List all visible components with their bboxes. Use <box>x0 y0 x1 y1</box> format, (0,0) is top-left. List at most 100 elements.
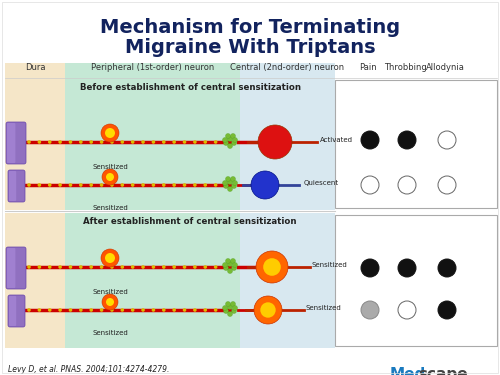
Circle shape <box>224 140 228 144</box>
Circle shape <box>68 265 72 269</box>
Circle shape <box>172 140 176 144</box>
Circle shape <box>438 176 456 194</box>
Circle shape <box>230 134 235 138</box>
Text: Throbbing: Throbbing <box>384 63 426 72</box>
Circle shape <box>110 140 114 144</box>
Circle shape <box>222 180 228 186</box>
Bar <box>240 213 335 348</box>
Circle shape <box>90 183 93 187</box>
Circle shape <box>38 140 41 144</box>
Circle shape <box>79 183 82 187</box>
Bar <box>65 213 240 348</box>
Circle shape <box>58 308 62 312</box>
Circle shape <box>27 140 31 144</box>
Circle shape <box>48 265 51 269</box>
Circle shape <box>214 183 218 187</box>
Text: Mechanism for Terminating: Mechanism for Terminating <box>100 18 400 37</box>
Circle shape <box>162 308 166 312</box>
Circle shape <box>131 183 134 187</box>
Circle shape <box>152 183 155 187</box>
Circle shape <box>142 265 145 269</box>
Circle shape <box>172 308 176 312</box>
Circle shape <box>101 249 119 267</box>
Circle shape <box>106 173 114 181</box>
Circle shape <box>204 308 207 312</box>
Circle shape <box>224 141 228 146</box>
Circle shape <box>228 268 232 273</box>
Circle shape <box>90 308 93 312</box>
Circle shape <box>172 183 176 187</box>
Circle shape <box>214 265 218 269</box>
Circle shape <box>398 131 416 149</box>
Circle shape <box>110 265 114 269</box>
Text: Sensitized: Sensitized <box>306 305 342 311</box>
Bar <box>240 63 335 78</box>
Circle shape <box>204 265 207 269</box>
Circle shape <box>256 251 288 283</box>
Circle shape <box>193 265 196 269</box>
Text: scape: scape <box>418 367 468 375</box>
Circle shape <box>226 177 230 182</box>
Circle shape <box>214 308 218 312</box>
Circle shape <box>68 308 72 312</box>
Circle shape <box>224 308 228 312</box>
Circle shape <box>106 298 114 306</box>
Circle shape <box>100 140 103 144</box>
Circle shape <box>226 258 230 264</box>
Circle shape <box>230 258 235 264</box>
Circle shape <box>398 259 416 277</box>
Text: Allodynia: Allodynia <box>426 63 465 72</box>
Circle shape <box>120 183 124 187</box>
Circle shape <box>226 302 230 306</box>
Circle shape <box>204 140 207 144</box>
Circle shape <box>142 183 145 187</box>
Text: Quiescent: Quiescent <box>304 180 339 186</box>
Circle shape <box>228 312 232 316</box>
Bar <box>335 80 497 208</box>
Circle shape <box>48 308 51 312</box>
Circle shape <box>214 140 218 144</box>
Circle shape <box>361 301 379 319</box>
Circle shape <box>232 262 237 267</box>
Circle shape <box>48 183 51 187</box>
Circle shape <box>260 302 276 318</box>
Circle shape <box>182 140 186 144</box>
Bar <box>5 78 65 210</box>
Circle shape <box>131 308 134 312</box>
Circle shape <box>142 140 145 144</box>
Circle shape <box>204 183 207 187</box>
Circle shape <box>222 262 228 267</box>
Circle shape <box>27 308 31 312</box>
Circle shape <box>142 308 145 312</box>
Circle shape <box>131 265 134 269</box>
Circle shape <box>224 309 228 314</box>
Circle shape <box>120 140 124 144</box>
Circle shape <box>100 183 103 187</box>
Text: Sensitized: Sensitized <box>92 164 128 170</box>
Circle shape <box>102 294 118 310</box>
Circle shape <box>79 265 82 269</box>
Circle shape <box>162 183 166 187</box>
Circle shape <box>182 183 186 187</box>
Circle shape <box>361 259 379 277</box>
Text: Migraine With Triptans: Migraine With Triptans <box>124 38 376 57</box>
Text: Med: Med <box>390 367 426 375</box>
Text: After establishment of central sensitization: After establishment of central sensitiza… <box>83 217 297 226</box>
FancyBboxPatch shape <box>8 170 25 202</box>
Circle shape <box>79 140 82 144</box>
Circle shape <box>398 301 416 319</box>
Text: Peripheral (1st-order) neuron: Peripheral (1st-order) neuron <box>91 63 214 72</box>
Circle shape <box>232 306 237 310</box>
Circle shape <box>110 183 114 187</box>
Circle shape <box>228 180 232 184</box>
Bar <box>335 215 497 346</box>
Circle shape <box>58 265 62 269</box>
Circle shape <box>79 308 82 312</box>
Bar <box>240 78 335 210</box>
Text: Central (2nd-order) neuron: Central (2nd-order) neuron <box>230 63 344 72</box>
FancyBboxPatch shape <box>6 122 26 164</box>
Text: Pain: Pain <box>359 63 377 72</box>
Text: Before establishment of central sensitization: Before establishment of central sensitiz… <box>80 83 300 92</box>
Circle shape <box>228 144 232 148</box>
Circle shape <box>48 140 51 144</box>
